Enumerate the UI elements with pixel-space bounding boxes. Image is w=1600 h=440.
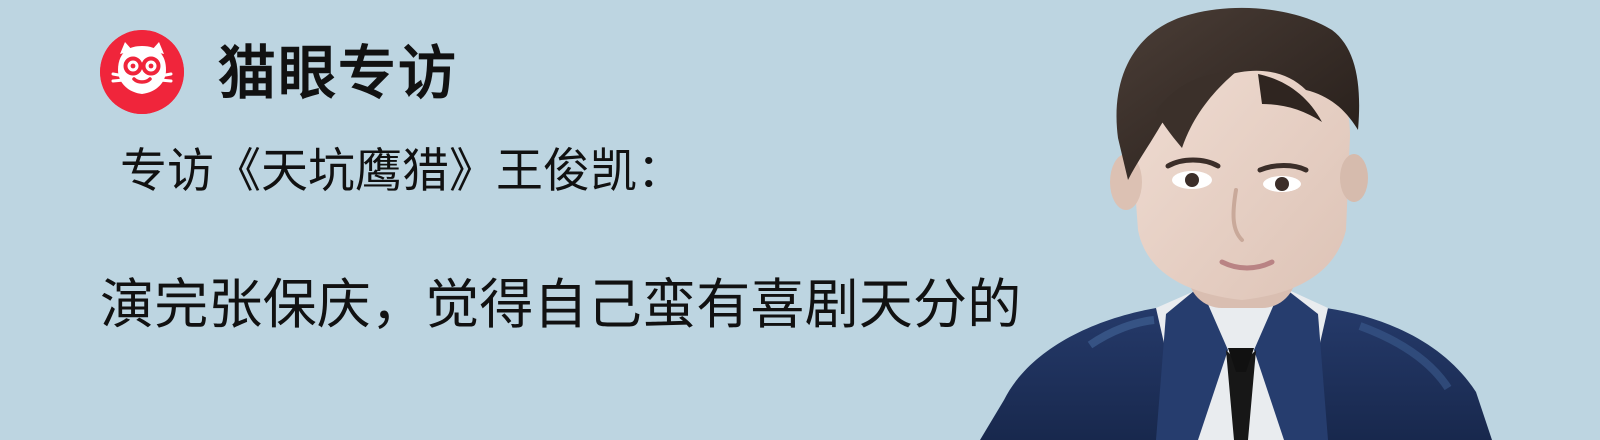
cat-face-icon bbox=[100, 30, 184, 114]
headline-line-2: 演完张保庆，觉得自己蛮有喜剧天分的 bbox=[100, 273, 1022, 336]
headline-line-1: 专访《天坑鹰猎》王俊凯： bbox=[120, 144, 684, 199]
brand-name: 猫眼专访 bbox=[218, 39, 459, 107]
portrait-image bbox=[960, 0, 1520, 440]
